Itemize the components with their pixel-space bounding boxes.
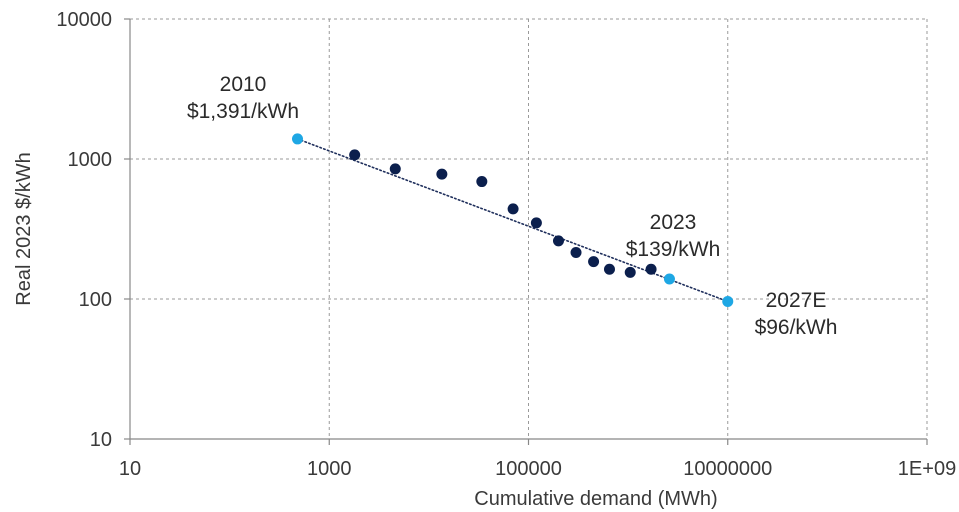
highlight-point <box>722 295 734 307</box>
data-point <box>530 217 542 229</box>
y-tick-label: 100 <box>79 289 112 311</box>
annotation-label: $139/kWh <box>626 238 721 261</box>
x-tick-label: 10000000 <box>683 458 772 480</box>
y-axis-title: Real 2023 $/kWh <box>13 152 35 305</box>
data-point <box>507 203 519 215</box>
gridlines <box>130 18 928 439</box>
y-tick-label: 1000 <box>68 149 113 171</box>
axes <box>124 18 928 445</box>
data-point <box>603 263 615 275</box>
data-point <box>349 149 361 161</box>
data-point <box>645 263 657 275</box>
y-tick-label: 10 <box>90 429 112 451</box>
trendline <box>296 138 729 303</box>
data-point <box>389 163 401 175</box>
y-tick-label: 10000 <box>56 9 112 31</box>
x-tick-label: 100000 <box>495 458 562 480</box>
trendline-group <box>296 138 729 303</box>
annotations: 2010 $1,391/kWh 2023 $139/kWh 2027E $96/kWh <box>187 73 837 339</box>
annotation-label: $96/kWh <box>755 316 838 339</box>
x-tick-label: 1E+09 <box>898 458 956 480</box>
data-point <box>552 235 564 247</box>
highlight-point <box>663 273 675 285</box>
data-points <box>291 133 734 307</box>
annotation-label: 2023 <box>650 211 697 234</box>
data-point <box>436 168 448 180</box>
annotation-label: 2027E <box>766 289 827 312</box>
data-point <box>570 246 582 258</box>
x-tick-label: 1000 <box>307 458 352 480</box>
x-tick-label: 10 <box>119 458 141 480</box>
x-axis-title: Cumulative demand (MWh) <box>474 488 717 510</box>
highlight-point <box>291 133 303 145</box>
tick-labels: 10 1000 100000 10000000 1E+09 10 100 1000 10000 <box>56 9 956 480</box>
annotation-label: $1,391/kWh <box>187 100 299 123</box>
data-point <box>624 266 636 278</box>
data-point <box>588 256 600 268</box>
annotation-label: 2010 <box>220 73 267 96</box>
data-point <box>476 176 488 188</box>
